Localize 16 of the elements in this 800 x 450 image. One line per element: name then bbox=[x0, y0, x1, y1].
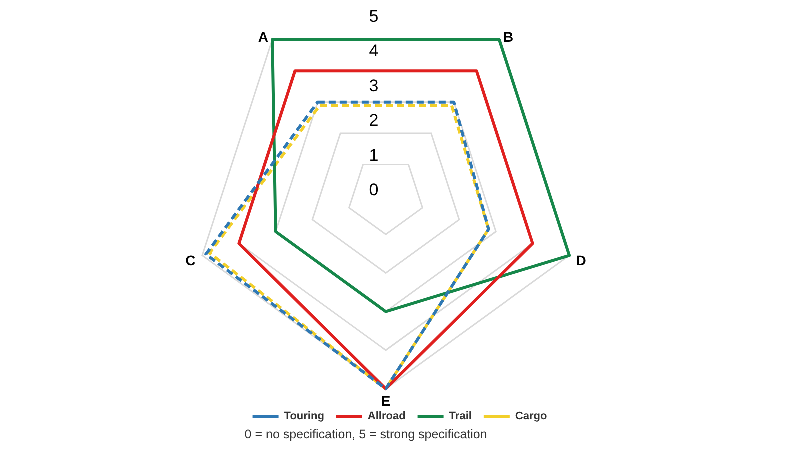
legend-label: Trail bbox=[449, 410, 472, 423]
legend-label: Allroad bbox=[368, 410, 406, 423]
y-tick-label: 1 bbox=[369, 146, 379, 165]
spoke-label: A bbox=[258, 29, 268, 46]
legend-label: Touring bbox=[284, 410, 324, 423]
spoke-label: B bbox=[504, 29, 514, 46]
spoke-label: C bbox=[186, 252, 196, 269]
y-tick-label: 5 bbox=[369, 6, 379, 26]
legend-label: Cargo bbox=[515, 410, 548, 423]
y-tick-label: 0 bbox=[369, 180, 379, 200]
y-tick-label: 2 bbox=[369, 111, 379, 130]
y-tick-label: 4 bbox=[369, 42, 379, 61]
text: 0 = no specification, 5 = strong specification bbox=[244, 427, 488, 442]
y-tick-label: 3 bbox=[369, 76, 379, 96]
spoke-label: D bbox=[576, 252, 586, 269]
spoke-label: E bbox=[381, 392, 391, 409]
